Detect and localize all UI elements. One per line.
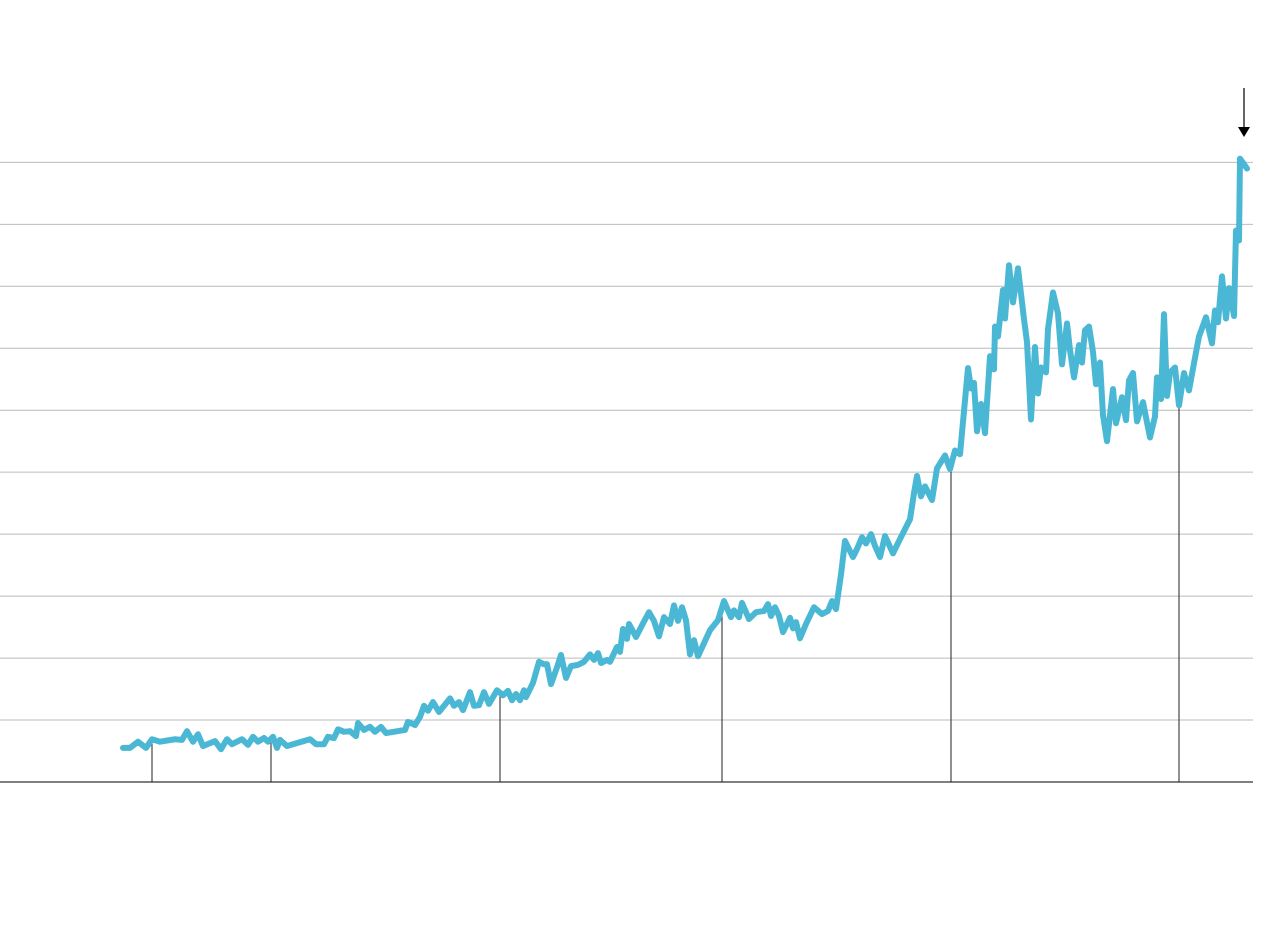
- arrow-head: [1238, 127, 1250, 137]
- latest-arrow: [1238, 88, 1250, 137]
- series-line: [120, 155, 1250, 753]
